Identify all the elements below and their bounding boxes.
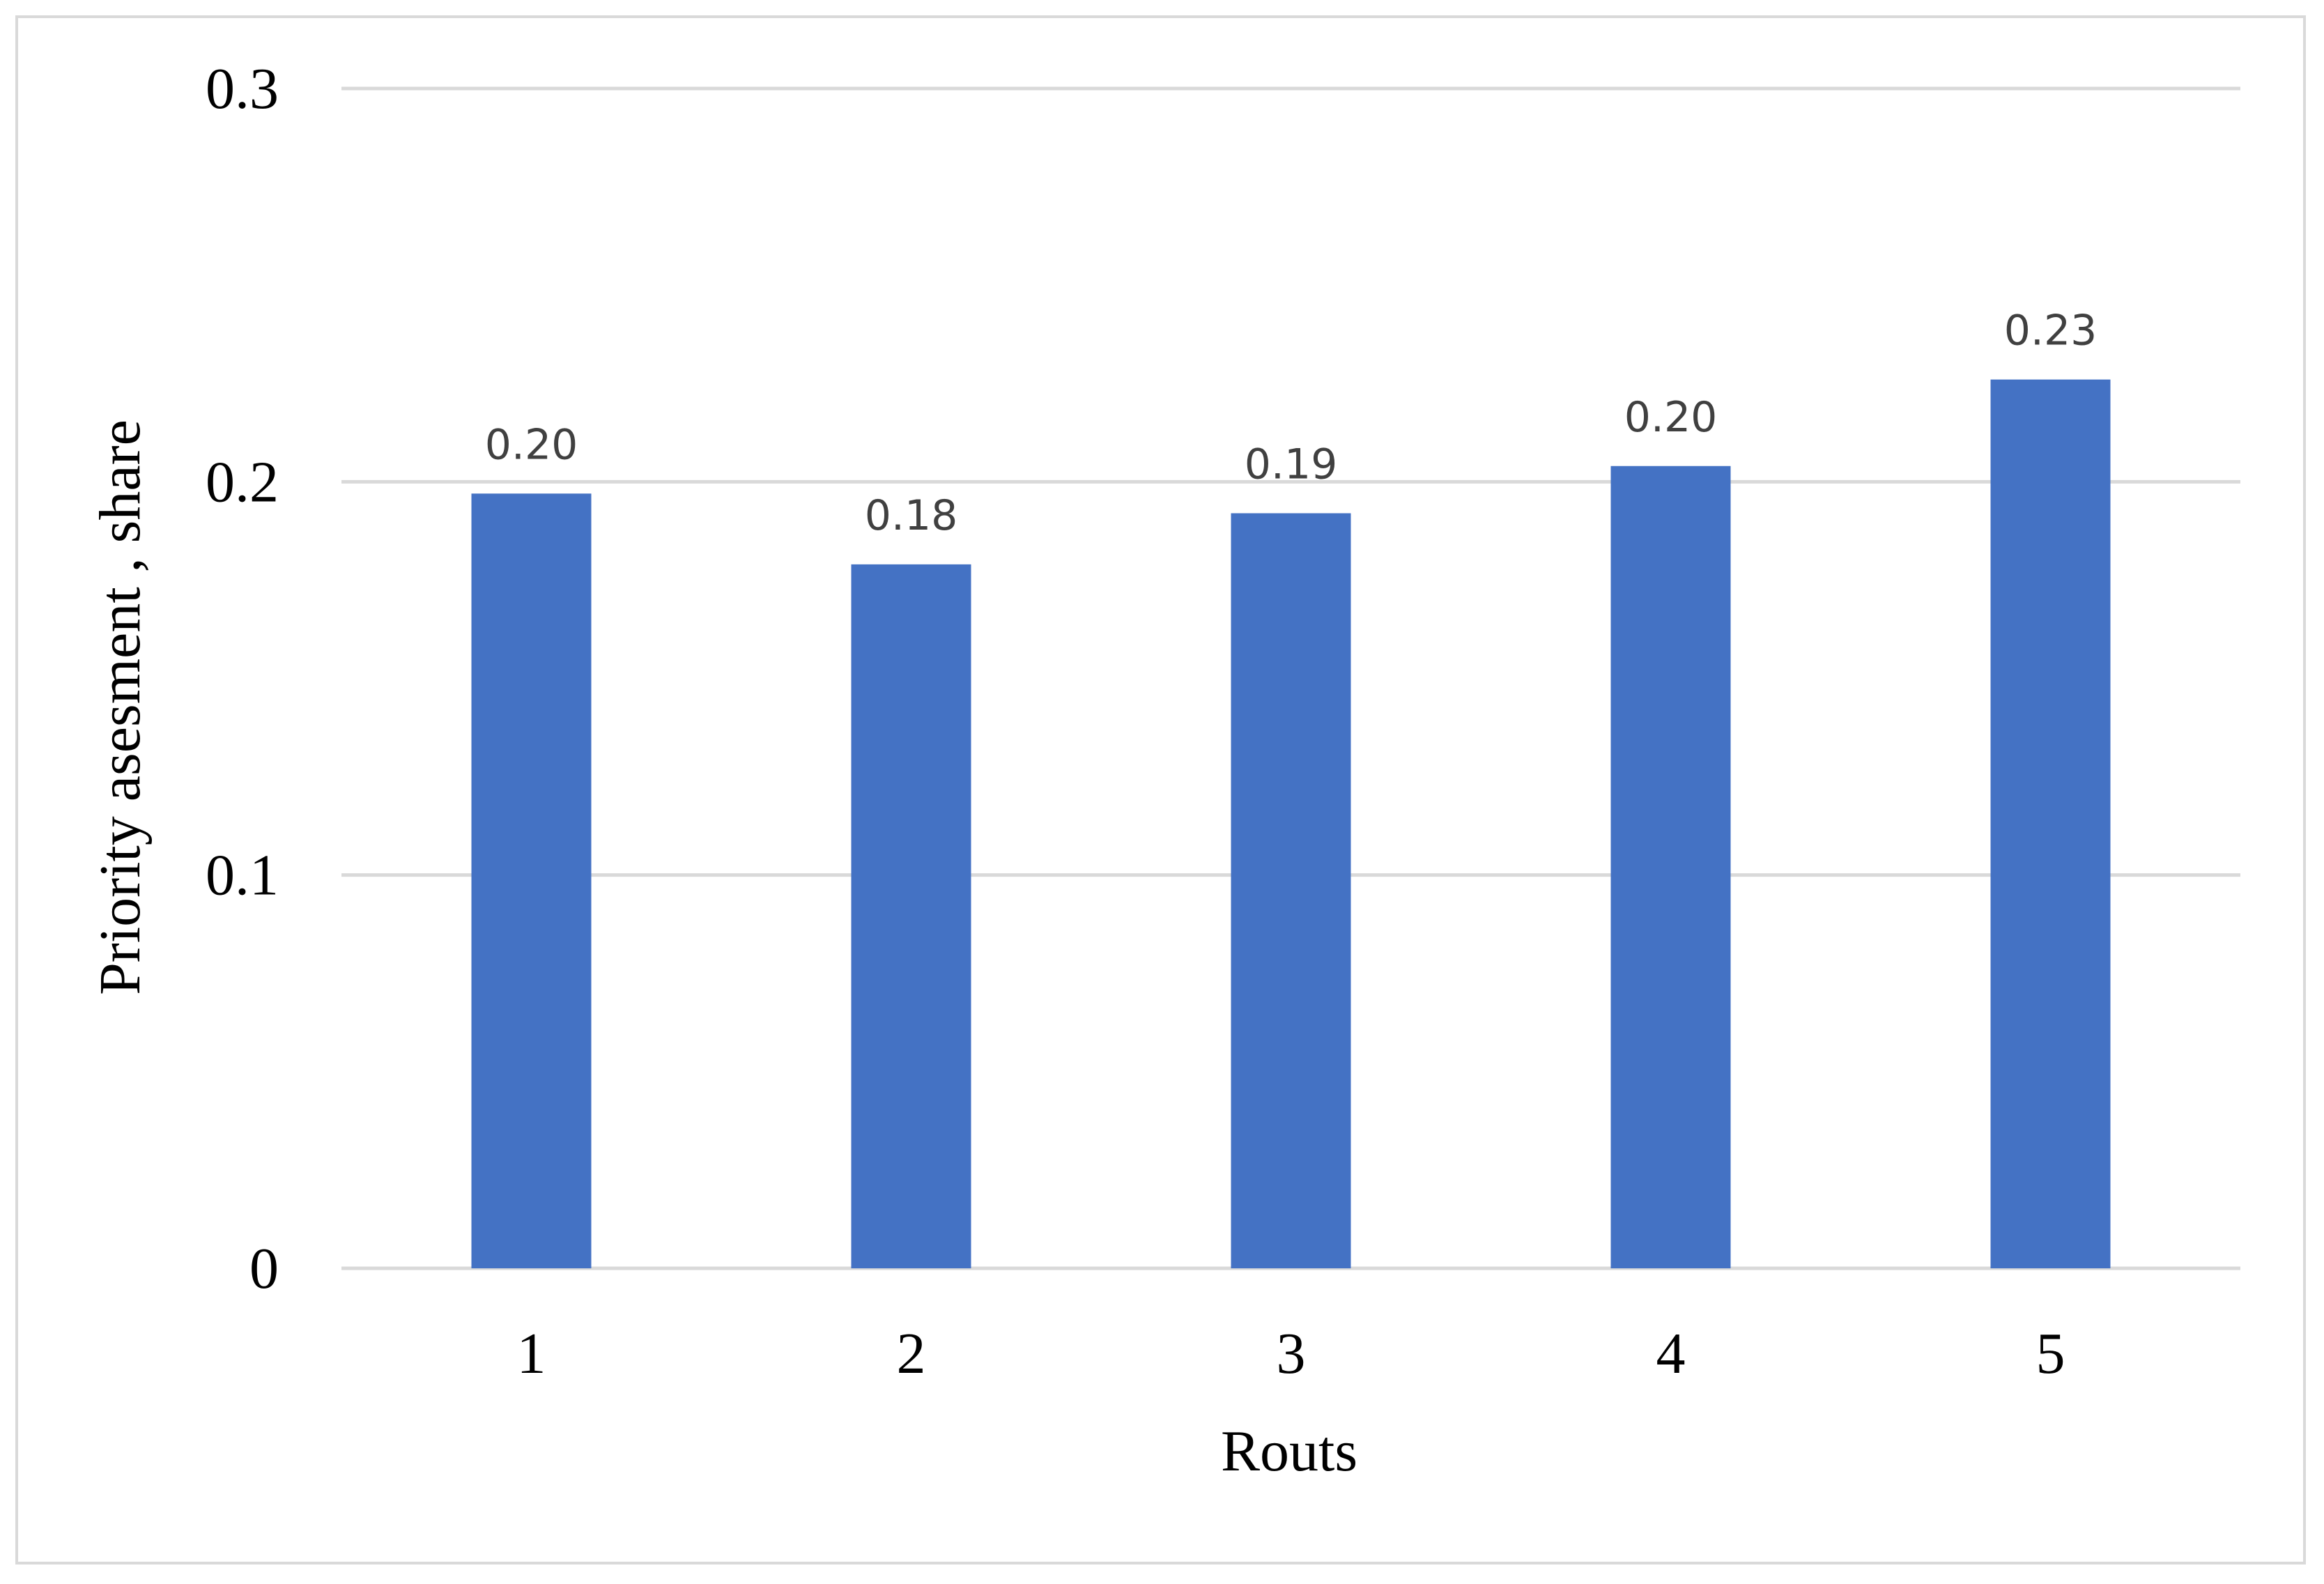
y-tick-label: 0.3 [206,56,279,121]
x-tick-label: 3 [1277,1321,1306,1386]
bar-route-4 [1610,466,1731,1268]
data-label: 0.20 [485,420,578,469]
data-label: 0.23 [2004,307,2098,355]
y-axis-title: Priority asesment , share [88,420,153,995]
data-label: 0.18 [865,491,958,540]
bar-route-3 [1231,513,1351,1268]
y-tick-label: 0.2 [206,449,279,514]
x-tick-label: 4 [1656,1321,1686,1386]
data-label: 0.19 [1245,440,1338,489]
y-tick-label: 0 [249,1236,279,1301]
chart-frame [15,15,2306,1564]
x-tick-label: 2 [897,1321,926,1386]
x-axis-title: Routs [1221,1419,1357,1484]
x-axis-ticks: 1 2 3 4 5 [517,1321,2065,1386]
x-tick-label: 1 [517,1321,546,1386]
bar-route-5 [1990,379,2111,1268]
bar-route-1 [471,493,592,1268]
data-labels: 0.20 0.18 0.19 0.20 0.23 [485,307,2098,540]
bar-route-2 [851,564,971,1268]
x-tick-label: 5 [2036,1321,2065,1386]
bars [471,379,2111,1268]
y-axis-ticks: 0 0.1 0.2 0.3 [206,56,279,1301]
y-tick-label: 0.1 [206,843,279,908]
data-label: 0.20 [1624,393,1718,442]
